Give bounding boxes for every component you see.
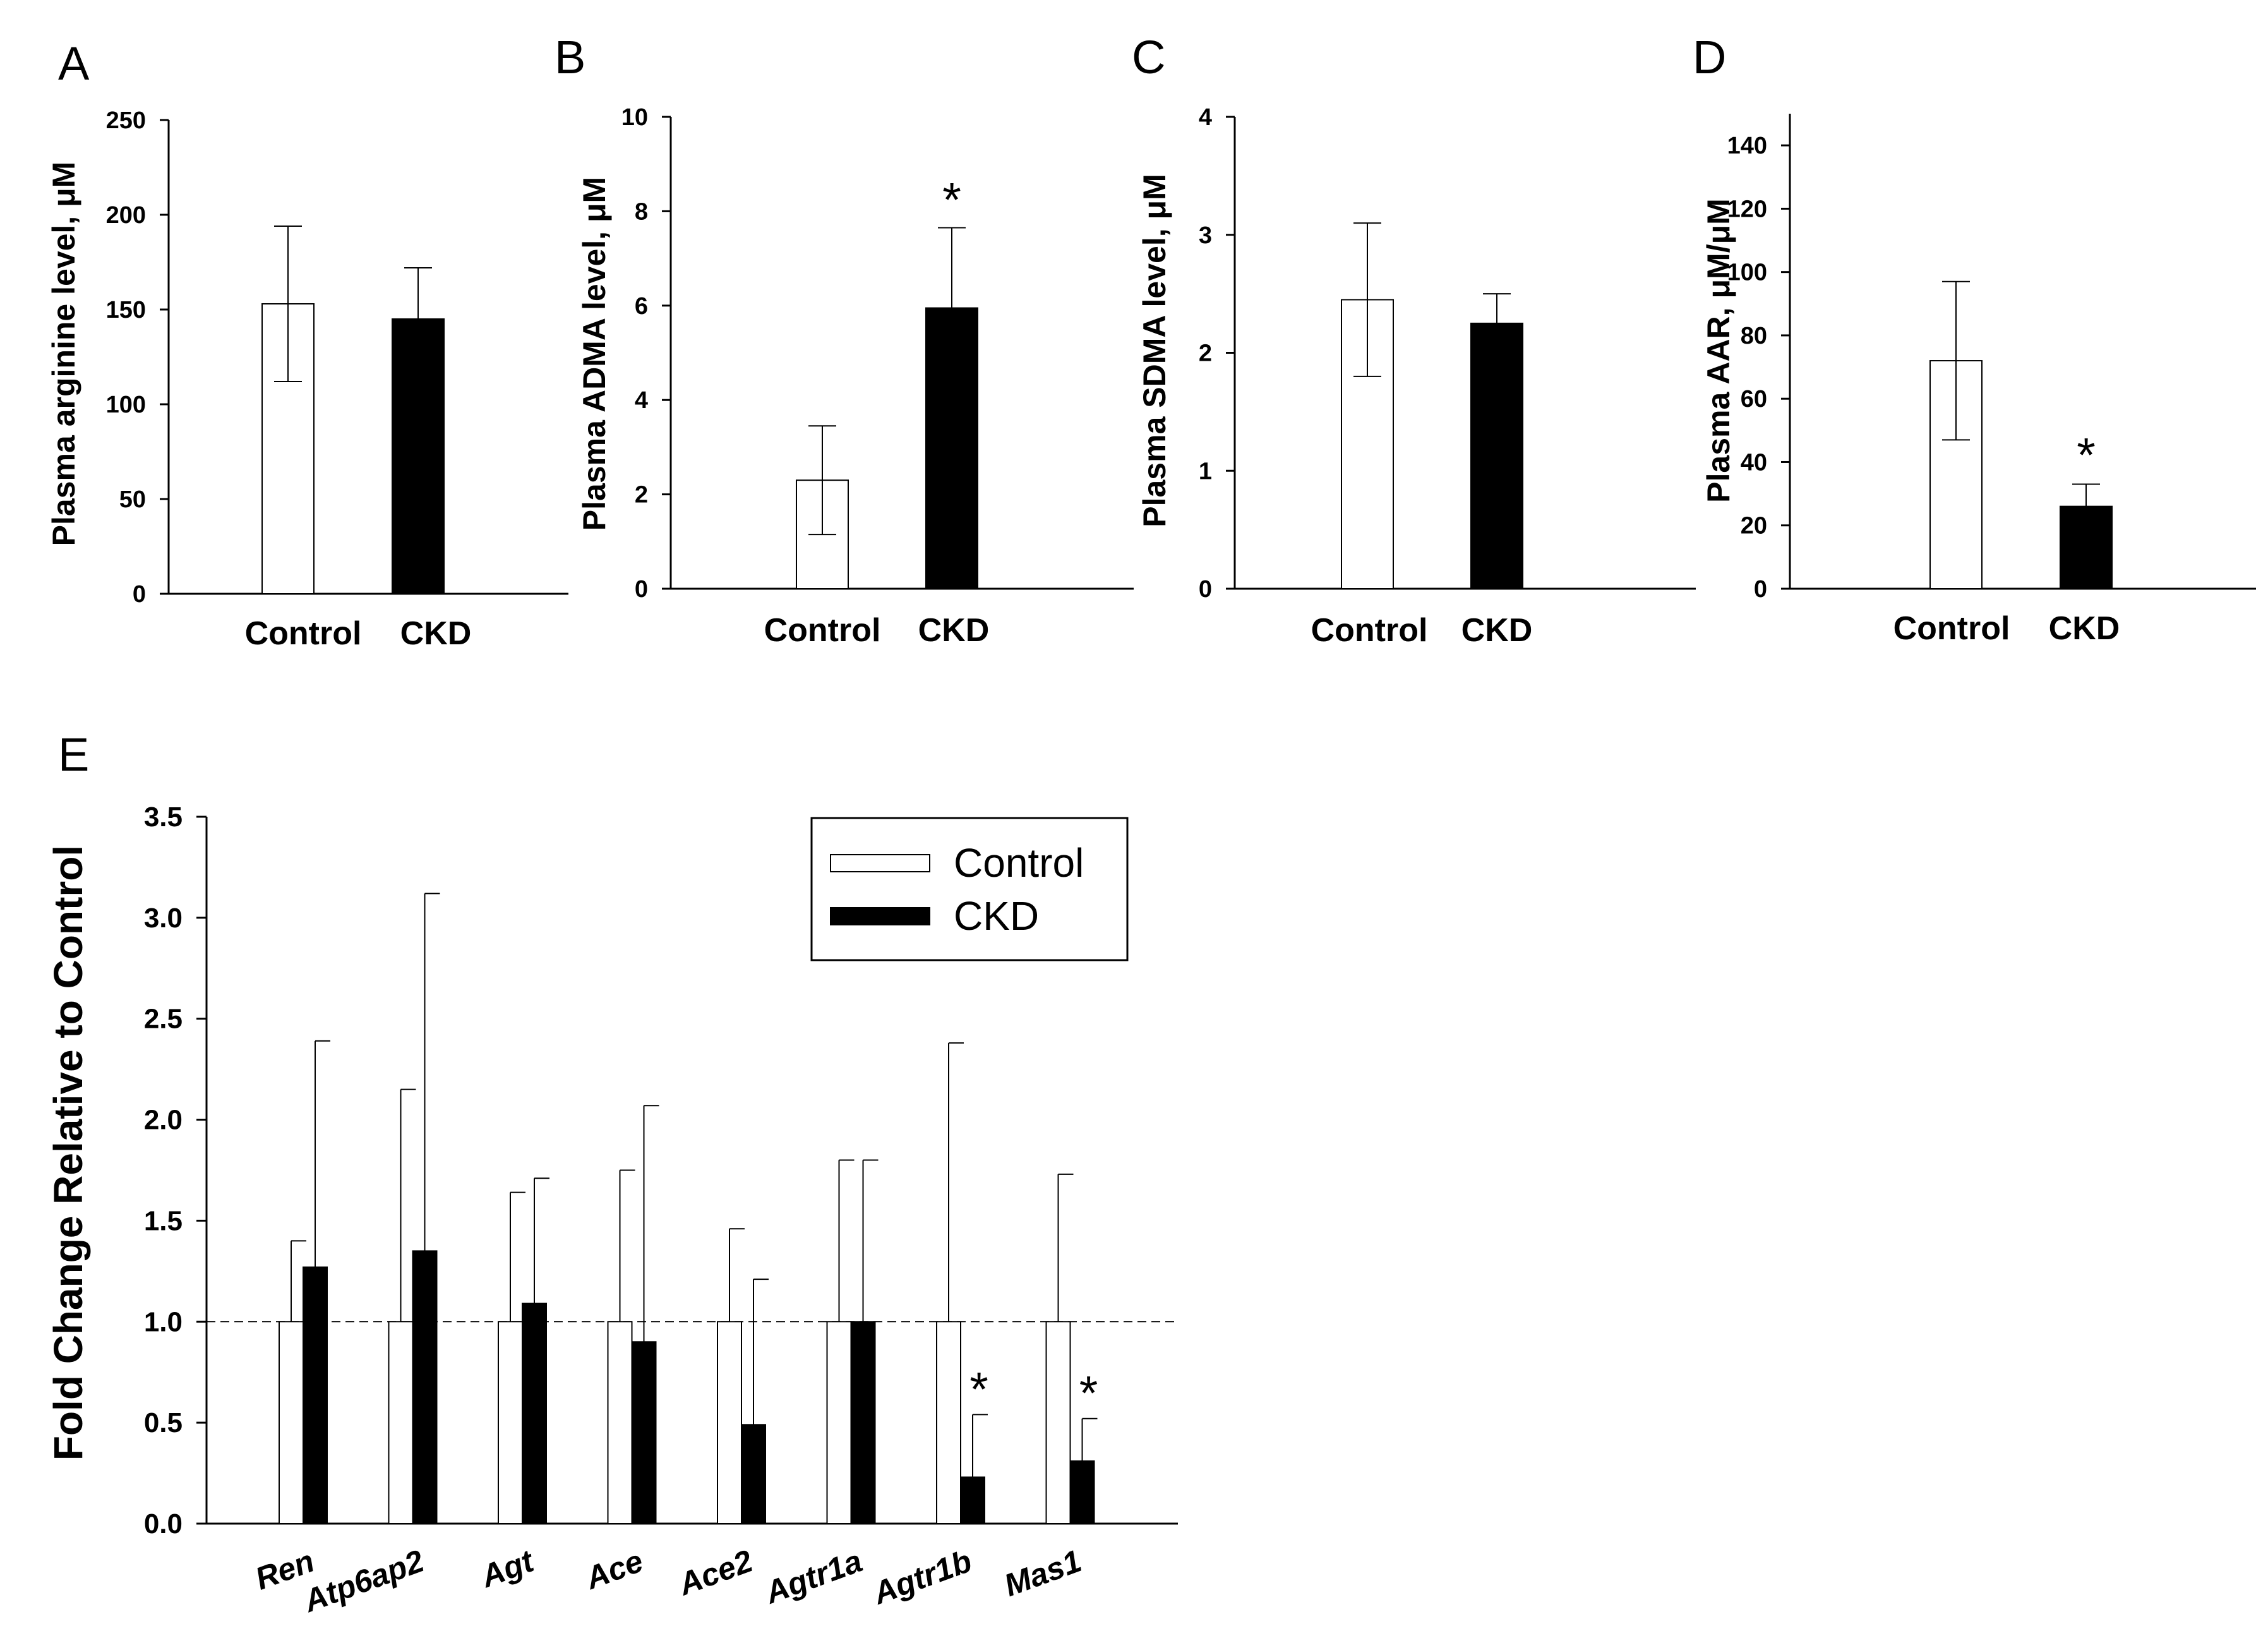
bar-ckd — [1470, 322, 1523, 589]
chart-panel-b: B Plasma ADMA level, μM 0 2 4 6 8 10 Control CK… — [555, 31, 1134, 649]
y-tick-label: 6 — [635, 293, 648, 320]
x-category-label: Mas1 — [1000, 1543, 1086, 1603]
chart-panel-e: E Fold Change Relative to Control Contro… — [45, 728, 1178, 1619]
x-category-label: Agt — [475, 1543, 539, 1595]
x-category-label: Ace — [580, 1543, 647, 1597]
y-tick-label: 8 — [635, 198, 648, 225]
x-category-label: Control — [764, 612, 881, 649]
y-tick-label: 140 — [1727, 133, 1767, 159]
bar-control-agt — [498, 1321, 523, 1524]
bar-control-atp6ap2 — [388, 1321, 414, 1524]
y-tick-label: 100 — [1727, 260, 1767, 286]
y-axis-label-b: Plasma ADMA level, μM — [577, 177, 612, 531]
y-axis-label-a: Plasma arginine level, μM — [46, 162, 81, 546]
panel-label-b: B — [555, 31, 585, 83]
significance-marker: * — [969, 1363, 988, 1416]
chart-panel-c: C Plasma SDMA level, μM 0 1 2 3 4 Control CKD — [1132, 31, 1696, 649]
y-tick-label: 3.5 — [144, 802, 183, 833]
y-tick-label: 0 — [635, 576, 648, 603]
y-axis-label-e: Fold Change Relative to Control — [45, 845, 91, 1460]
bar-control-mas1 — [1045, 1321, 1071, 1524]
y-tick-label: 20 — [1741, 513, 1767, 539]
x-category-label: Agtr1b — [867, 1543, 976, 1611]
y-tick-label: 40 — [1741, 449, 1767, 476]
y-tick-label: 0 — [1199, 576, 1212, 603]
significance-marker: * — [942, 174, 961, 227]
x-category-label: CKD — [1461, 612, 1533, 649]
x-category-label: Ace2 — [673, 1543, 757, 1603]
x-category-label: CKD — [918, 612, 990, 649]
legend: Control CKD — [810, 817, 1129, 961]
bar-control-ace — [607, 1321, 633, 1524]
y-tick-label: 3.0 — [144, 903, 183, 934]
y-tick-label: 2 — [635, 482, 648, 509]
y-tick-label: 2 — [1199, 340, 1212, 367]
x-category-label: CKD — [2049, 610, 2120, 647]
y-tick-label: 250 — [106, 107, 146, 134]
chart-panel-d: D Plasma AAR, μM/μM 0 20 40 60 80 100 120 140 Co… — [1693, 31, 2256, 647]
y-tick-label: 10 — [621, 104, 648, 131]
significance-marker: * — [2077, 429, 2096, 483]
y-tick-label: 0.0 — [144, 1508, 183, 1539]
x-category-label: Atp6ap2 — [298, 1543, 429, 1620]
x-category-label: Control — [245, 615, 362, 652]
y-tick-label: 1 — [1199, 458, 1212, 484]
bar-control-ren — [279, 1321, 304, 1524]
bar-ckd-ace — [631, 1341, 657, 1524]
y-axis-label-c: Plasma SDMA level, μM — [1137, 174, 1172, 527]
bar-ckd-ren — [303, 1266, 328, 1525]
y-tick-label: 0 — [1754, 576, 1767, 603]
y-tick-label: 150 — [106, 297, 146, 323]
y-axis-label-d: Plasma AAR, μM/μM — [1701, 198, 1736, 503]
bar-control-agtr1a — [826, 1321, 852, 1524]
legend-label-control: Control — [954, 840, 1084, 886]
y-tick-label: 120 — [1727, 196, 1767, 222]
y-tick-label: 4 — [1199, 104, 1212, 131]
y-tick-label: 100 — [106, 392, 146, 418]
bar-control-ace2 — [717, 1321, 742, 1524]
bar-ckd-mas1 — [1069, 1460, 1095, 1525]
y-tick-label: 1.5 — [144, 1205, 183, 1236]
y-tick-label: 1.0 — [144, 1306, 183, 1337]
panel-label-a: A — [58, 37, 90, 90]
significance-marker: * — [1079, 1367, 1098, 1421]
y-tick-label: 0 — [133, 581, 146, 608]
panel-label-d: D — [1693, 31, 1726, 83]
bar-ckd-agtr1a — [850, 1321, 876, 1524]
y-tick-label: 0.5 — [144, 1407, 183, 1438]
panel-label-c: C — [1132, 31, 1165, 83]
bar-ckd-agt — [522, 1303, 547, 1525]
y-tick-label: 60 — [1741, 386, 1767, 412]
legend-box — [810, 817, 1129, 961]
y-tick-label: 50 — [119, 486, 146, 513]
panel-label-e: E — [58, 728, 89, 781]
y-tick-label: 3 — [1199, 222, 1212, 249]
y-tick-label: 200 — [106, 202, 146, 229]
legend-label-ckd: CKD — [954, 893, 1039, 939]
bar-ckd-agtr1b — [960, 1476, 985, 1525]
x-category-label: Control — [1311, 612, 1428, 649]
bar-ckd-ace2 — [741, 1424, 766, 1525]
legend-swatch-ckd — [830, 907, 930, 925]
x-category-label: CKD — [400, 615, 472, 652]
bar-ckd-atp6ap2 — [412, 1250, 438, 1525]
x-category-label: Agtr1a — [759, 1543, 867, 1611]
x-category-label: Control — [1893, 610, 2010, 647]
y-tick-label: 80 — [1741, 323, 1767, 349]
y-tick-label: 4 — [635, 387, 648, 414]
y-tick-label: 2.5 — [144, 1004, 183, 1035]
chart-panel-a: A Plasma arginine level, μM 0 50 100 150 200… — [46, 37, 568, 652]
bar-control-agtr1b — [936, 1321, 961, 1524]
legend-swatch-control — [830, 854, 930, 872]
y-tick-label: 2.0 — [144, 1105, 183, 1136]
